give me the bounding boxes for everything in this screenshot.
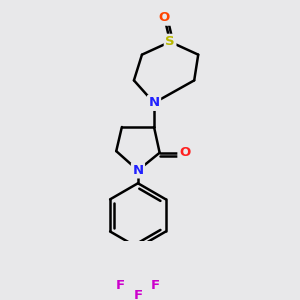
Text: F: F bbox=[151, 279, 160, 292]
Text: F: F bbox=[116, 279, 125, 292]
Text: N: N bbox=[148, 96, 160, 110]
Text: O: O bbox=[179, 146, 190, 159]
Text: F: F bbox=[134, 289, 142, 300]
Text: S: S bbox=[165, 35, 175, 48]
Text: N: N bbox=[132, 164, 143, 177]
Text: O: O bbox=[159, 11, 170, 24]
